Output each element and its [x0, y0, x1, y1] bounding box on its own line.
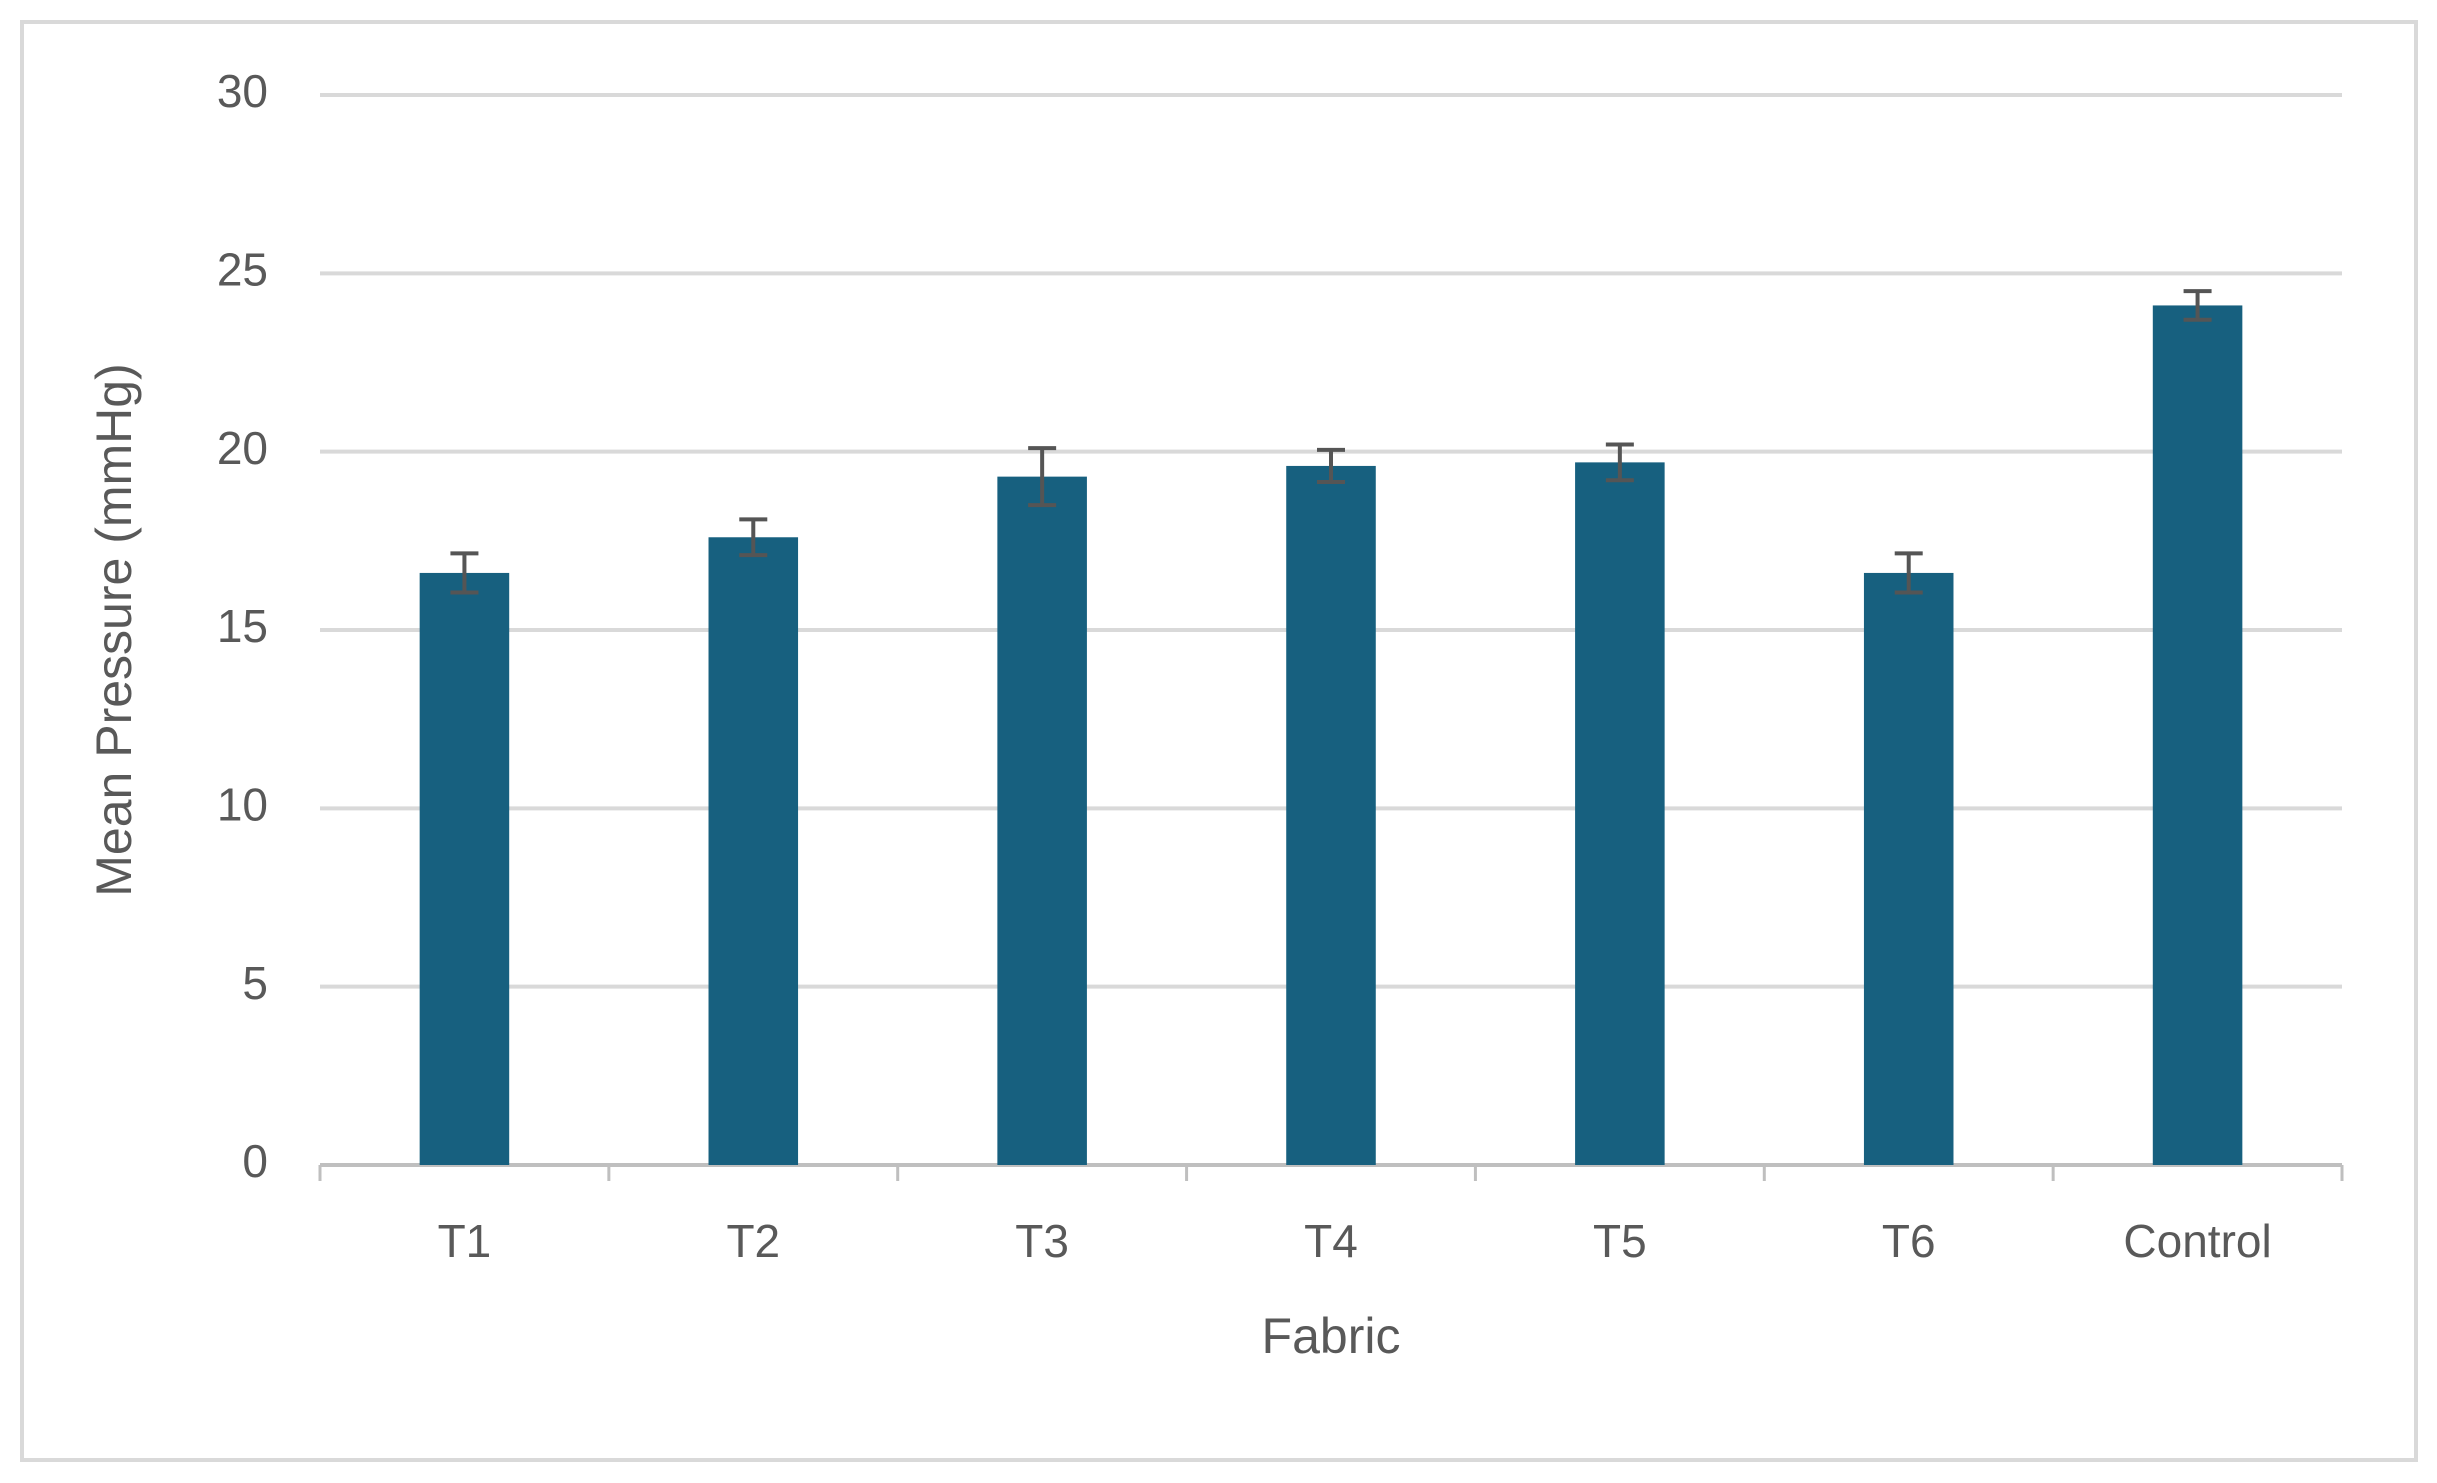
- bar: [997, 476, 1087, 1166]
- error-bar: [450, 551, 479, 595]
- bar: [1575, 462, 1665, 1165]
- error-bar: [1028, 446, 1057, 508]
- y-tick-label: 5: [242, 957, 268, 1009]
- x-tick-label: T2: [726, 1215, 780, 1267]
- y-tick-label: 10: [217, 778, 268, 830]
- x-axis-title: Fabric: [1262, 1308, 1401, 1364]
- x-tick-label: T1: [438, 1215, 492, 1267]
- y-tick-label: 30: [217, 65, 268, 117]
- y-tick-label: 25: [217, 243, 268, 295]
- bar: [2152, 305, 2243, 1165]
- bar: [1863, 572, 1954, 1165]
- y-tick-label: 15: [217, 600, 268, 652]
- bar: [1286, 465, 1376, 1165]
- y-tick-label: 0: [242, 1135, 268, 1187]
- x-tick-label: T6: [1882, 1215, 1936, 1267]
- error-bar: [2183, 289, 2212, 322]
- bar: [708, 537, 799, 1165]
- chart-border: [20, 20, 2418, 1462]
- y-tick-label: 20: [217, 422, 268, 474]
- error-bar: [739, 517, 768, 558]
- x-tick-label: T5: [1593, 1215, 1647, 1267]
- error-bar: [1317, 447, 1345, 484]
- y-axis-title: Mean Pressure (mmHg): [86, 363, 142, 896]
- x-tick-label: T4: [1304, 1215, 1358, 1267]
- bar: [419, 572, 510, 1165]
- x-tick-label: T3: [1015, 1215, 1069, 1267]
- x-tick-label: Control: [2123, 1215, 2271, 1267]
- error-bar: [1894, 551, 1923, 595]
- error-bar: [1605, 442, 1634, 483]
